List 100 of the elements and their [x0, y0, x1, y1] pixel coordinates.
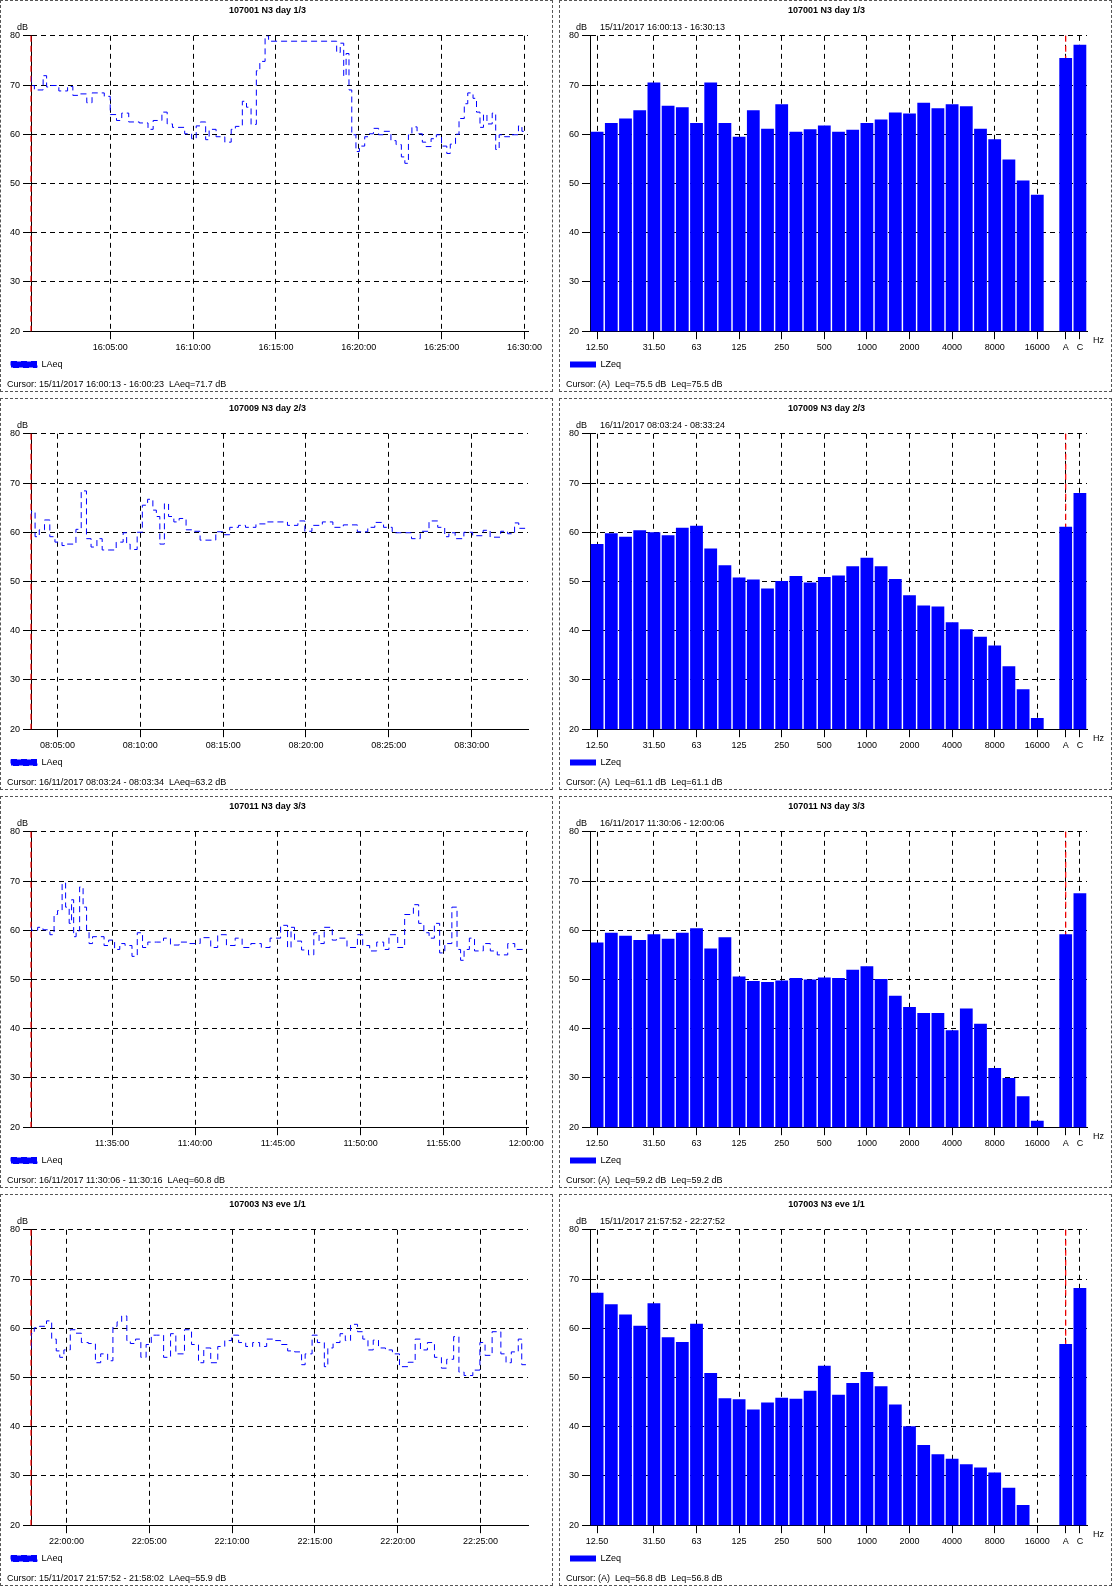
y-tick-label: 60: [569, 526, 580, 537]
y-tick-label: 50: [569, 177, 580, 188]
x-tick-label: C: [1076, 1536, 1084, 1547]
y-axis-title: dB: [17, 1215, 29, 1226]
legend-label: LAeq: [41, 358, 63, 369]
x-tick-label: 500: [816, 1138, 832, 1149]
legend-label: LAeq: [41, 1154, 63, 1165]
x-tick-label: 12.50: [585, 740, 609, 751]
y-tick-label: 50: [10, 575, 21, 586]
y-tick-label: 50: [569, 1371, 580, 1382]
x-tick-label: 4000: [942, 1138, 963, 1149]
text: Cursor: 15/11/2017 21:57:52 - 21:58:02 LAeq=55.9 dB: [7, 1573, 227, 1583]
x-axis-title: Hz: [1093, 335, 1105, 346]
x-tick-label: 22:05:00: [131, 1536, 167, 1547]
y-tick-label: 70: [569, 875, 580, 886]
y-tick-label: 70: [569, 79, 580, 90]
chart-title: 107003 N3 eve 1/1: [229, 1198, 306, 1209]
y-tick-label: 30: [569, 276, 580, 287]
x-tick-label: 12.50: [585, 1138, 609, 1149]
y-tick-label: 40: [10, 625, 21, 636]
y-axis-title: dB: [576, 1215, 588, 1226]
x-tick-label: 16000: [1024, 1536, 1050, 1547]
text: Cursor: (A) Leq=56.8 dB Leq=56.8 dB: [566, 1573, 723, 1583]
x-tick-label: 8000: [984, 740, 1005, 751]
x-tick-label: 11:50:00: [343, 1138, 378, 1149]
y-axis-title: dB: [576, 419, 588, 430]
legend-label: LZeq: [600, 756, 622, 767]
x-axis-title: Hz: [1093, 733, 1105, 744]
y-tick-label: 20: [10, 1519, 21, 1530]
x-tick-label: 16:15:00: [258, 342, 294, 353]
text: 16/11/2017 08:03:24 - 08:33:24: [600, 419, 725, 430]
y-tick-label: 40: [10, 227, 21, 238]
x-tick-label: C: [1076, 1138, 1084, 1149]
x-axis-title: Hz: [1093, 1529, 1105, 1540]
y-tick-label: 50: [10, 973, 21, 984]
y-tick-label: 20: [569, 723, 580, 734]
x-tick-label: 11:35:00: [94, 1138, 130, 1149]
x-tick-label: 2000: [899, 342, 920, 353]
y-tick-label: 80: [10, 428, 21, 439]
x-tick-label: 31.50: [642, 740, 666, 751]
x-tick-label: 31.50: [642, 1138, 666, 1149]
text: Cursor: (A) Leq=61.1 dB Leq=61.1 dB: [566, 777, 723, 787]
y-tick-label: 50: [10, 177, 21, 188]
y-tick-label: 80: [10, 30, 21, 41]
x-tick-label: 16:10:00: [175, 342, 211, 353]
legend-label: LZeq: [600, 1552, 622, 1563]
y-tick-label: 30: [10, 1072, 21, 1083]
y-tick-label: 80: [10, 826, 21, 837]
chart-title: 107009 N3 day 2/3: [787, 402, 866, 413]
legend-label: LZeq: [600, 358, 622, 369]
x-tick-label: 16000: [1024, 342, 1050, 353]
x-tick-label: 1000: [856, 1536, 877, 1547]
y-tick-label: 30: [10, 276, 21, 287]
x-tick-label: 31.50: [642, 342, 666, 353]
y-tick-label: 80: [569, 428, 580, 439]
y-tick-label: 50: [569, 973, 580, 984]
x-tick-label: A: [1062, 1138, 1069, 1149]
x-tick-label: 500: [816, 1536, 832, 1547]
y-tick-label: 40: [569, 625, 580, 636]
x-tick-label: 250: [774, 740, 790, 751]
x-tick-label: 4000: [942, 740, 963, 751]
y-tick-label: 30: [10, 674, 21, 685]
x-tick-label: 125: [731, 740, 747, 751]
y-tick-label: 70: [569, 1273, 580, 1284]
x-tick-label: 4000: [942, 1536, 963, 1547]
y-tick-label: 60: [10, 526, 21, 537]
y-tick-label: 80: [569, 826, 580, 837]
x-tick-label: 08:10:00: [122, 740, 158, 751]
y-tick-label: 60: [10, 1322, 21, 1333]
x-tick-label: 250: [774, 1536, 790, 1547]
y-tick-label: 40: [569, 1023, 580, 1034]
text: Cursor: (A) Leq=75.5 dB Leq=75.5 dB: [566, 379, 723, 389]
y-tick-label: 40: [569, 1421, 580, 1432]
y-tick-label: 30: [569, 1072, 580, 1083]
x-tick-label: 16:05:00: [92, 342, 128, 353]
x-tick-label: 250: [774, 1138, 790, 1149]
y-tick-label: 20: [10, 325, 21, 336]
x-tick-label: 12:00:00: [508, 1138, 544, 1149]
x-tick-label: 11:55:00: [426, 1138, 461, 1149]
text: 16/11/2017 11:30:06 - 12:00:06: [600, 817, 725, 828]
y-tick-label: 30: [569, 1470, 580, 1481]
chart-title: 107001 N3 day 1/3: [787, 4, 866, 15]
legend-label: LAeq: [41, 1552, 63, 1563]
x-tick-label: 63: [691, 1536, 702, 1547]
x-tick-label: 1000: [856, 740, 877, 751]
y-axis-title: dB: [576, 817, 588, 828]
x-tick-label: 22:00:00: [48, 1536, 84, 1547]
y-tick-label: 50: [569, 575, 580, 586]
y-tick-label: 70: [10, 477, 21, 488]
x-tick-label: 22:20:00: [380, 1536, 416, 1547]
y-tick-label: 30: [10, 1470, 21, 1481]
y-tick-label: 40: [10, 1421, 21, 1432]
text: Cursor: 16/11/2017 08:03:24 - 08:03:34 LAeq=63.2 dB: [7, 777, 227, 787]
y-axis-title: dB: [17, 817, 29, 828]
x-tick-label: 16000: [1024, 740, 1050, 751]
x-tick-label: 63: [691, 740, 702, 751]
x-tick-label: 8000: [984, 1138, 1005, 1149]
x-tick-label: 8000: [984, 342, 1005, 353]
x-tick-label: 08:30:00: [454, 740, 490, 751]
x-tick-label: 31.50: [642, 1536, 666, 1547]
